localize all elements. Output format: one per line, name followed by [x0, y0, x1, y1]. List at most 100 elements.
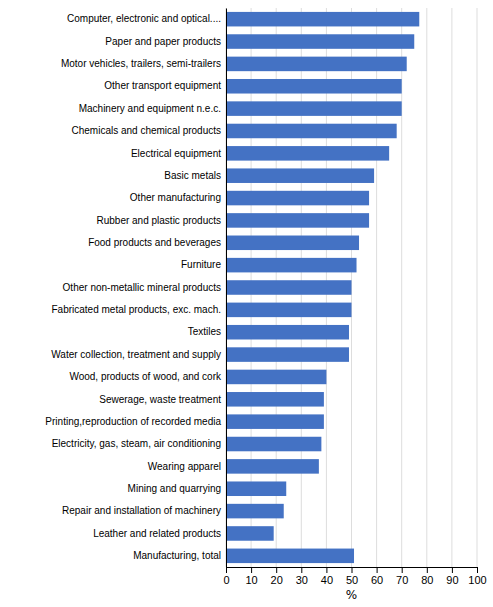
- bar: [226, 526, 274, 541]
- bar: [226, 57, 407, 72]
- y-axis-line: [226, 9, 227, 568]
- y-tick-label: Sewerage, waste treatment: [99, 394, 221, 405]
- bar: [226, 280, 352, 295]
- bar: [226, 392, 324, 407]
- grid-line: [451, 8, 452, 567]
- bar: [226, 146, 389, 161]
- bar: [226, 34, 414, 49]
- x-tick-label: 0: [223, 574, 229, 586]
- y-tick-label: Basic metals: [164, 170, 221, 181]
- y-tick-label: Wood, products of wood, and cork: [69, 371, 222, 382]
- x-tick: 40: [321, 567, 333, 586]
- x-tick-mark: [352, 567, 353, 573]
- x-tick: 60: [371, 567, 383, 586]
- x-tick: 30: [296, 567, 308, 586]
- bar: [226, 481, 286, 496]
- x-tick: 70: [396, 567, 408, 586]
- x-tick-label: 30: [296, 574, 308, 586]
- x-axis-line: [227, 568, 478, 574]
- bar: [226, 12, 419, 27]
- bar: [226, 414, 324, 429]
- y-tick: Furniture: [181, 259, 226, 270]
- bar: [226, 347, 349, 362]
- y-tick: Leather and related products: [93, 528, 226, 539]
- y-tick: Wood, products of wood, and cork: [69, 371, 226, 382]
- y-tick: Electricity, gas, steam, air conditionin…: [52, 438, 226, 449]
- bar: [226, 101, 402, 116]
- bar: [226, 504, 284, 519]
- y-tick: Paper and paper products: [105, 36, 226, 47]
- y-tick-label: Other transport equipment: [104, 80, 221, 91]
- bar: [226, 191, 369, 206]
- y-tick-label: Textiles: [188, 326, 221, 337]
- bars: [226, 12, 419, 563]
- x-axis-title: %: [346, 588, 357, 602]
- y-tick-label: Furniture: [181, 259, 221, 270]
- y-tick-label: Other manufacturing: [130, 192, 221, 203]
- plot: 0102030405060708090100Computer, electron…: [45, 8, 486, 586]
- y-tick: Food products and beverages: [88, 237, 226, 248]
- y-tick: Electrical equipment: [131, 148, 226, 159]
- bar: [226, 168, 374, 183]
- y-tick-label: Computer, electronic and optical....: [67, 13, 221, 24]
- y-tick: Manufacturing, total: [133, 550, 226, 561]
- x-tick-mark: [226, 567, 227, 573]
- y-tick-label: Electricity, gas, steam, air conditionin…: [52, 438, 221, 449]
- y-tick: Rubber and plastic products: [96, 215, 226, 226]
- y-tick: Mining and quarrying: [128, 483, 226, 494]
- y-tick: Fabricated metal products, exc. mach.: [51, 304, 226, 315]
- y-tick-label: Mining and quarrying: [128, 483, 221, 494]
- y-tick-label: Motor vehicles, trailers, semi-trailers: [61, 58, 221, 69]
- x-tick: 0: [223, 567, 229, 586]
- bar: [226, 370, 326, 385]
- y-axis: Computer, electronic and optical.... Pape…: [45, 9, 226, 568]
- y-tick-label: Machinery and equipment n.e.c.: [79, 103, 221, 114]
- y-tick-label: Water collection, treatment and supply: [51, 349, 221, 360]
- x-tick-mark: [452, 567, 453, 573]
- x-tick: 50: [346, 567, 358, 586]
- y-tick-label: Chemicals and chemical products: [71, 125, 221, 136]
- x-tick: 10: [245, 567, 257, 586]
- x-tick-label: 90: [446, 574, 458, 586]
- y-tick-label: Wearing apparel: [148, 461, 221, 472]
- x-tick-label: 60: [371, 574, 383, 586]
- x-tick-label: 10: [245, 574, 257, 586]
- y-tick: Textiles: [188, 326, 226, 337]
- x-tick: 100: [468, 567, 486, 586]
- y-tick-label: Food products and beverages: [88, 237, 221, 248]
- y-tick-label: Printing,reproduction of recorded media: [45, 416, 221, 427]
- grid-line: [477, 8, 478, 567]
- y-tick: Machinery and equipment n.e.c.: [79, 103, 226, 114]
- y-tick: Repair and installation of machinery: [62, 505, 226, 516]
- y-tick: Water collection, treatment and supply: [51, 349, 226, 360]
- bar: [226, 325, 349, 340]
- x-tick-label: 70: [396, 574, 408, 586]
- bar: [226, 236, 359, 251]
- x-tick-label: 20: [271, 574, 283, 586]
- bar: [226, 549, 354, 564]
- y-tick: Basic metals: [164, 170, 226, 181]
- bar: [226, 437, 321, 452]
- x-tick-mark: [276, 567, 277, 573]
- y-tick: Printing,reproduction of recorded media: [45, 416, 226, 427]
- grid-line: [426, 8, 427, 567]
- bar: [226, 213, 369, 228]
- x-tick: 20: [271, 567, 283, 586]
- y-tick: Other manufacturing: [130, 192, 226, 203]
- grid: [226, 8, 477, 567]
- y-tick: Sewerage, waste treatment: [99, 394, 226, 405]
- y-tick: Wearing apparel: [148, 461, 226, 472]
- x-tick-mark: [301, 567, 302, 573]
- x-tick-label: 40: [321, 574, 333, 586]
- x-tick: 90: [446, 567, 458, 586]
- x-tick-mark: [402, 567, 403, 573]
- x-tick-label: 100: [468, 574, 486, 586]
- y-tick: Other transport equipment: [104, 80, 226, 91]
- y-tick-label: Rubber and plastic products: [96, 215, 221, 226]
- x-tick-mark: [427, 567, 428, 573]
- chart: 0102030405060708090100Computer, electron…: [0, 0, 493, 607]
- y-tick: Other non-metallic mineral products: [63, 282, 226, 293]
- bar: [226, 79, 402, 94]
- y-tick-label: Other non-metallic mineral products: [63, 282, 221, 293]
- x-tick-mark: [326, 567, 327, 573]
